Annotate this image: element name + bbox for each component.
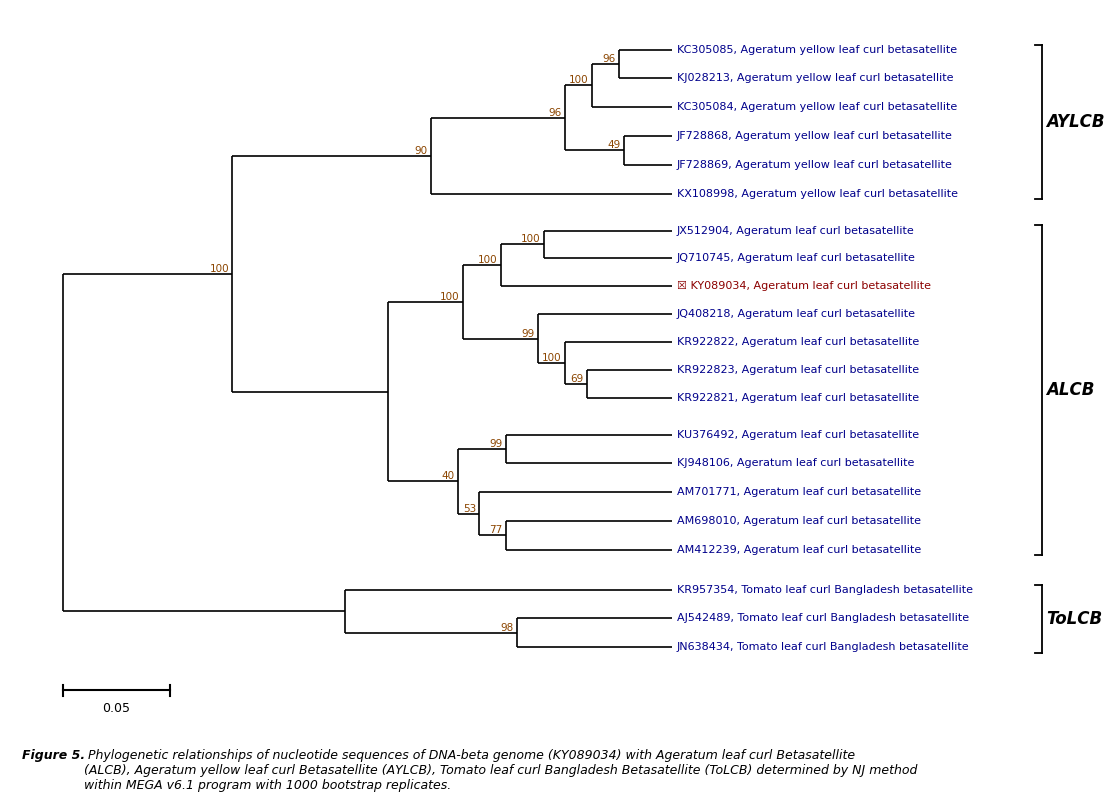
Text: 100: 100 bbox=[477, 255, 498, 266]
Text: AM701771, Ageratum leaf curl betasatellite: AM701771, Ageratum leaf curl betasatelli… bbox=[676, 487, 921, 497]
Text: KC305084, Ageratum yellow leaf curl betasatellite: KC305084, Ageratum yellow leaf curl beta… bbox=[676, 102, 957, 112]
Text: 99: 99 bbox=[490, 439, 503, 449]
Text: Figure 5.: Figure 5. bbox=[22, 749, 85, 762]
Text: 77: 77 bbox=[490, 526, 503, 535]
Text: JF728869, Ageratum yellow leaf curl betasatellite: JF728869, Ageratum yellow leaf curl beta… bbox=[676, 159, 953, 170]
Text: 96: 96 bbox=[549, 108, 562, 117]
Text: KR922822, Ageratum leaf curl betasatellite: KR922822, Ageratum leaf curl betasatelli… bbox=[676, 337, 919, 347]
Text: 49: 49 bbox=[608, 140, 620, 150]
Text: KU376492, Ageratum leaf curl betasatellite: KU376492, Ageratum leaf curl betasatelli… bbox=[676, 430, 919, 440]
Text: KX108998, Ageratum yellow leaf curl betasatellite: KX108998, Ageratum yellow leaf curl beta… bbox=[676, 189, 958, 199]
Text: AJ542489, Tomato leaf curl Bangladesh betasatellite: AJ542489, Tomato leaf curl Bangladesh be… bbox=[676, 613, 969, 623]
Text: 100: 100 bbox=[542, 354, 562, 363]
Text: ALCB: ALCB bbox=[1046, 381, 1095, 399]
Text: JQ710745, Ageratum leaf curl betasatellite: JQ710745, Ageratum leaf curl betasatelli… bbox=[676, 253, 916, 262]
Text: ToLCB: ToLCB bbox=[1046, 610, 1102, 628]
Text: KJ028213, Ageratum yellow leaf curl betasatellite: KJ028213, Ageratum yellow leaf curl beta… bbox=[676, 73, 954, 82]
Text: AYLCB: AYLCB bbox=[1046, 113, 1105, 131]
Text: 0.05: 0.05 bbox=[103, 703, 131, 715]
Text: AM698010, Ageratum leaf curl betasatellite: AM698010, Ageratum leaf curl betasatelli… bbox=[676, 516, 921, 527]
Text: JX512904, Ageratum leaf curl betasatellite: JX512904, Ageratum leaf curl betasatelli… bbox=[676, 226, 915, 236]
Text: JQ408218, Ageratum leaf curl betasatellite: JQ408218, Ageratum leaf curl betasatelli… bbox=[676, 309, 916, 319]
Text: KC305085, Ageratum yellow leaf curl betasatellite: KC305085, Ageratum yellow leaf curl beta… bbox=[676, 45, 957, 55]
Text: 90: 90 bbox=[415, 146, 428, 155]
Text: KR957354, Tomato leaf curl Bangladesh betasatellite: KR957354, Tomato leaf curl Bangladesh be… bbox=[676, 585, 973, 595]
Text: 100: 100 bbox=[521, 234, 540, 244]
Text: ☒ KY089034, Ageratum leaf curl betasatellite: ☒ KY089034, Ageratum leaf curl betasatel… bbox=[676, 282, 930, 291]
Text: Phylogenetic relationships of nucleotide sequences of DNA-beta genome (KY089034): Phylogenetic relationships of nucleotide… bbox=[84, 749, 917, 792]
Text: JN638434, Tomato leaf curl Bangladesh betasatellite: JN638434, Tomato leaf curl Bangladesh be… bbox=[676, 642, 969, 653]
Text: AM412239, Ageratum leaf curl betasatellite: AM412239, Ageratum leaf curl betasatelli… bbox=[676, 545, 921, 554]
Text: 40: 40 bbox=[442, 471, 455, 481]
Text: KR922823, Ageratum leaf curl betasatellite: KR922823, Ageratum leaf curl betasatelli… bbox=[676, 365, 919, 375]
Text: KR922821, Ageratum leaf curl betasatellite: KR922821, Ageratum leaf curl betasatelli… bbox=[676, 393, 919, 404]
Text: 100: 100 bbox=[440, 292, 459, 302]
Text: 98: 98 bbox=[501, 623, 513, 633]
Text: 100: 100 bbox=[209, 264, 229, 274]
Text: 99: 99 bbox=[522, 328, 536, 339]
Text: 96: 96 bbox=[603, 54, 616, 63]
Text: 53: 53 bbox=[463, 504, 476, 514]
Text: JF728868, Ageratum yellow leaf curl betasatellite: JF728868, Ageratum yellow leaf curl beta… bbox=[676, 131, 953, 140]
Text: 100: 100 bbox=[569, 75, 589, 85]
Text: 69: 69 bbox=[570, 374, 584, 385]
Text: KJ948106, Ageratum leaf curl betasatellite: KJ948106, Ageratum leaf curl betasatelli… bbox=[676, 458, 915, 468]
